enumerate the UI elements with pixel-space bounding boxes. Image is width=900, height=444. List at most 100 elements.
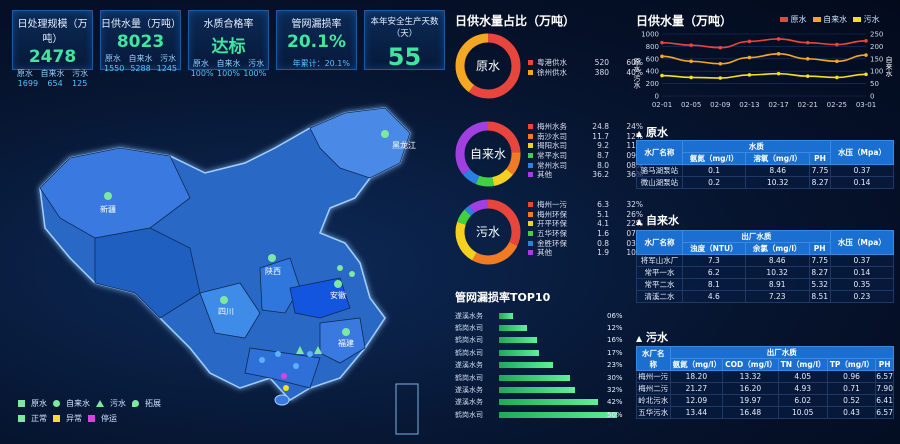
leak-row[interactable]: 遂溪水务 32% <box>455 384 623 395</box>
table-row[interactable]: 清溪二水 4.6 7.23 8.51 0.23 <box>636 290 895 303</box>
col-plant: 水厂名称 <box>636 230 683 255</box>
map-marker-stopped[interactable] <box>281 373 287 379</box>
series-point[interactable] <box>660 40 664 45</box>
map-marker-raw[interactable] <box>381 130 389 138</box>
map-label-xinjiang: 新疆 <box>100 204 116 214</box>
legend-name: 金胜环保 <box>537 238 567 248</box>
ring-slice[interactable] <box>455 121 521 187</box>
series-point[interactable] <box>864 39 868 43</box>
ring-slice[interactable] <box>455 121 521 187</box>
ring-chart[interactable]: 污水 <box>452 196 524 268</box>
legend-pct: 07% <box>626 229 643 239</box>
subcol: TN（mg/l） <box>777 358 828 371</box>
series-point[interactable] <box>776 71 781 76</box>
map-marker-sewage[interactable] <box>296 346 304 354</box>
leak-name: 鹤岗水司 <box>455 336 483 345</box>
series-point[interactable] <box>718 45 723 50</box>
leak-row[interactable]: 遂溪水务 42% <box>455 397 623 408</box>
triangle-icon: ▲ <box>636 217 643 226</box>
leak-bar <box>499 386 575 393</box>
map-marker-abnormal[interactable] <box>283 385 289 391</box>
kpi-value: 55 <box>387 43 422 71</box>
series-point[interactable] <box>835 59 839 64</box>
map-region-fujian[interactable] <box>319 317 366 364</box>
map-region-heilongjiang[interactable] <box>309 107 411 179</box>
table-row[interactable]: 微山湖泵站 0.2 10.32 8.27 0.14 <box>636 176 894 189</box>
table-row[interactable]: 梅州二污 21.27 16.20 4.93 0.71 7.90 <box>636 382 894 395</box>
series-point[interactable] <box>835 75 839 80</box>
raw-water-table: 水厂名称 水质 水压（Mpa） 氨氮（mg/l） 溶氧（mg/l） PH 骆马湖泵站 0.… <box>636 140 894 189</box>
map-marker-raw[interactable] <box>104 192 112 200</box>
series-point[interactable] <box>835 42 839 47</box>
ring-slice[interactable] <box>455 199 521 265</box>
series-line[interactable] <box>661 53 867 65</box>
map-region-anhui[interactable] <box>289 277 351 319</box>
series-point[interactable] <box>805 57 810 61</box>
ring-slice[interactable] <box>455 33 521 99</box>
table-row[interactable]: 岭北污水 12.09 19.97 6.02 0.52 6.41 <box>636 394 894 407</box>
series-point[interactable] <box>689 43 693 47</box>
series-point[interactable] <box>747 55 752 60</box>
ring-slice[interactable] <box>455 121 521 187</box>
map-marker-sewage[interactable] <box>314 346 322 354</box>
china-map[interactable]: 黑龙江 新疆 陕西 四川 安徽 福建 <box>0 78 450 444</box>
leak-row[interactable]: 鹤岗水司 50% <box>455 409 623 420</box>
series-point[interactable] <box>660 54 664 59</box>
leak-row[interactable]: 鹤岗水司 30% <box>455 372 623 383</box>
series-line[interactable] <box>661 72 867 79</box>
kpi-value: 2478 <box>28 47 77 67</box>
map-region-xinjiang[interactable] <box>39 147 191 239</box>
series-point[interactable] <box>776 37 781 41</box>
series-point[interactable] <box>718 61 723 66</box>
series-point[interactable] <box>747 39 752 44</box>
leak-row[interactable]: 鹤岗水司 12% <box>455 322 623 333</box>
map-marker-tap[interactable] <box>259 357 265 363</box>
table-row[interactable]: 常平二水 8.1 8.91 5.32 0.35 <box>636 278 895 291</box>
table-row[interactable]: 骆马湖泵站 0.1 8.46 7.75 0.37 <box>636 164 894 177</box>
leak-row[interactable]: 遂溪水务 23% <box>455 360 623 371</box>
series-point[interactable] <box>805 40 810 45</box>
leak-value: 30% <box>607 373 623 382</box>
map-region-tibet[interactable] <box>94 227 201 319</box>
series-point[interactable] <box>776 52 781 56</box>
subcol: COD（mg/l） <box>722 358 779 371</box>
map-legend-row-1: 原水 自来水 污水 拓展 <box>18 398 161 409</box>
table-row[interactable]: 梅州一污 18.20 13.32 4.05 0.96 6.57 <box>636 370 894 383</box>
leak-row[interactable]: 鹤岗水司 17% <box>455 347 623 358</box>
series-point[interactable] <box>660 73 664 78</box>
map-marker-tap[interactable] <box>307 351 313 357</box>
map-marker-raw[interactable] <box>268 254 276 262</box>
map-marker-tap[interactable] <box>293 363 299 369</box>
series-point[interactable] <box>689 75 693 80</box>
ring-chart[interactable]: 自来水 <box>452 118 524 190</box>
table-row[interactable]: 常平一水 6.2 10.32 8.27 0.14 <box>636 266 895 279</box>
x-tick-label: 02-13 <box>739 101 759 109</box>
ring-slice[interactable] <box>455 199 521 265</box>
series-point[interactable] <box>805 74 810 78</box>
map-marker-raw[interactable] <box>342 328 350 336</box>
x-tick-label: 03-01 <box>856 101 876 109</box>
map-marker-tap[interactable] <box>349 271 355 277</box>
legend-amount: 8.7 <box>597 151 609 161</box>
table-row[interactable]: 五华污水 13.44 16.48 10.05 0.43 6.57 <box>636 406 894 419</box>
series-point[interactable] <box>718 76 723 80</box>
ring-chart[interactable]: 原水 <box>452 30 524 102</box>
table-row[interactable]: 将军山水厂 7.3 8.46 7.75 0.37 <box>636 254 895 267</box>
map-marker-raw[interactable] <box>220 296 228 304</box>
series-point[interactable] <box>689 59 693 64</box>
ring-legend-row: 梅州环保 5.1 26% <box>528 210 643 220</box>
map-marker-tap[interactable] <box>337 265 343 271</box>
series-line[interactable] <box>661 38 867 49</box>
series-point[interactable] <box>747 73 752 77</box>
col-plant: 水厂名称 <box>636 346 671 371</box>
map-region-sichuan[interactable] <box>199 282 261 339</box>
leak-row[interactable]: 鹤岗水司 16% <box>455 335 623 346</box>
series-point[interactable] <box>864 72 868 77</box>
map-marker-raw[interactable] <box>334 280 342 288</box>
series-point[interactable] <box>864 53 868 57</box>
leak-row[interactable]: 遂溪水务 06% <box>455 310 623 321</box>
kpi-title: 日供水量（万吨） <box>101 19 181 30</box>
map-region-hainan[interactable] <box>274 394 290 406</box>
map-marker-tap[interactable] <box>275 351 281 357</box>
ring-slice[interactable] <box>455 199 521 265</box>
